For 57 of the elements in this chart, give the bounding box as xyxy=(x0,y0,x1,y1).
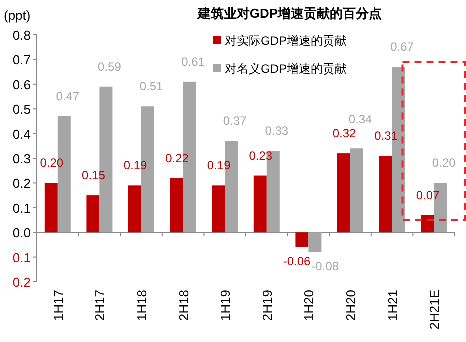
y-tick-label: 0.5 xyxy=(12,102,31,118)
bar xyxy=(338,154,350,233)
data-label: 0.31 xyxy=(374,129,398,144)
x-tick-label: 2H21E xyxy=(427,290,442,330)
bar xyxy=(379,156,392,233)
data-label: 0.19 xyxy=(124,158,148,173)
y-tick-label: 0.2 xyxy=(12,275,31,290)
data-label: 0.33 xyxy=(265,124,289,138)
data-label: 0.34 xyxy=(348,112,372,127)
data-label: 0.22 xyxy=(166,151,190,166)
x-tick-label: 1H17 xyxy=(50,290,66,322)
x-tick-label: 2H19 xyxy=(260,290,275,322)
data-label: 0.23 xyxy=(249,148,273,163)
bar xyxy=(170,178,184,233)
bar xyxy=(254,176,267,233)
legend-label: 对名义GDP增速的贡献 xyxy=(225,62,348,76)
y-tick-label: 0.0 xyxy=(12,226,31,241)
y-tick-label: 0.2 xyxy=(12,176,31,192)
y-tick-label: 0.1 xyxy=(12,250,31,266)
x-tick-label: 1H18 xyxy=(134,290,150,322)
y-tick-label: 0.1 xyxy=(12,200,31,216)
x-tick-label: 2H18 xyxy=(176,290,192,322)
bar xyxy=(350,148,364,233)
y-axis-title: (ppt) xyxy=(4,8,31,23)
bar xyxy=(86,196,100,233)
data-label: -0.08 xyxy=(312,259,340,274)
data-label: 0.47 xyxy=(56,90,80,104)
y-tick-label: 0.3 xyxy=(12,152,31,166)
data-label: -0.06 xyxy=(283,254,312,268)
y-tick-label: 0.8 xyxy=(12,28,31,43)
data-label: 0.37 xyxy=(223,114,248,128)
x-tick-label: 2H20 xyxy=(344,290,358,322)
data-label: 0.32 xyxy=(332,126,356,141)
bar xyxy=(212,186,226,233)
y-tick-label: 0.4 xyxy=(12,126,31,142)
data-label: 0.20 xyxy=(40,156,64,170)
x-tick-label: 1H20 xyxy=(302,290,317,322)
bar xyxy=(308,232,322,252)
bar xyxy=(128,186,142,233)
bar xyxy=(44,183,58,233)
data-label: 0.19 xyxy=(207,158,232,173)
x-tick-label: 2H17 xyxy=(92,290,108,322)
data-label: 0.59 xyxy=(98,60,122,74)
data-label: 0.61 xyxy=(182,54,206,69)
data-label: 0.51 xyxy=(140,80,164,94)
chart-title: 建筑业对GDP增速贡献的百分点 xyxy=(196,6,382,21)
data-label: 0.20 xyxy=(432,156,456,170)
y-tick-label: 0.6 xyxy=(12,77,31,92)
data-label: 0.15 xyxy=(82,168,106,183)
data-label: 0.07 xyxy=(416,188,440,202)
bar xyxy=(296,232,309,248)
y-tick-label: 0.7 xyxy=(12,52,31,68)
bar xyxy=(421,215,434,233)
legend-label: 对实际GDP增速的贡献 xyxy=(225,34,348,48)
x-tick-label: 1H19 xyxy=(218,290,234,322)
x-tick-label: 1H21 xyxy=(385,290,400,322)
data-label: 0.67 xyxy=(390,40,414,54)
